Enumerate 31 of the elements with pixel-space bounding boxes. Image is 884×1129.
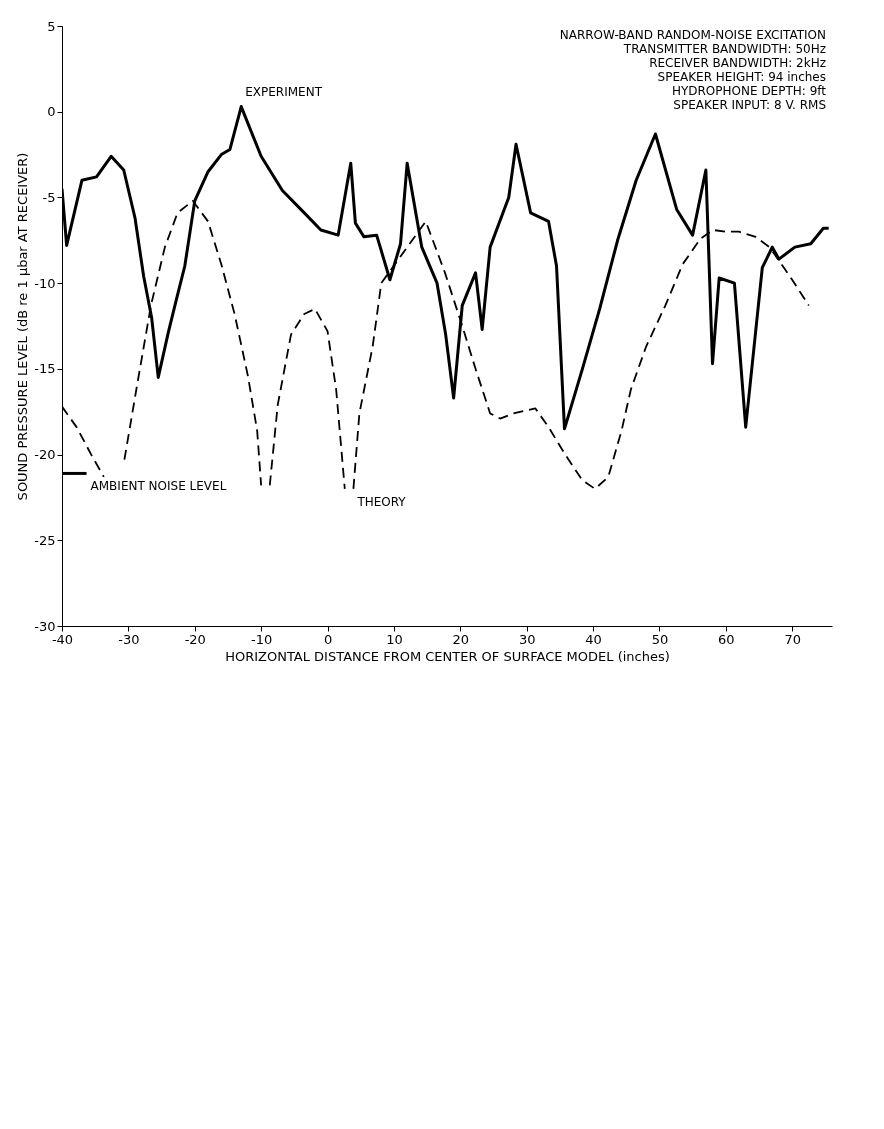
x-tick-label: 70 xyxy=(784,631,801,647)
y-tick-label: 5 xyxy=(47,18,56,34)
annotation: SPEAKER HEIGHT: 94 inches xyxy=(657,70,826,84)
annotation: RECEIVER BANDWIDTH: 2kHz xyxy=(649,56,826,70)
annotation: AMBIENT NOISE LEVEL xyxy=(90,479,227,494)
x-tick-label: 60 xyxy=(718,631,735,647)
x-tick-label: -20 xyxy=(184,631,206,647)
x-tick-label: 50 xyxy=(651,631,669,647)
y-axis-title: SOUND PRESSURE LEVEL (dB re 1 μbar AT RECEIVER) xyxy=(15,152,31,501)
annotation: NARROW-BAND RANDOM-NOISE EXCITATION xyxy=(559,28,826,42)
y-tick-label: 0 xyxy=(47,104,56,120)
y-tick-label: -10 xyxy=(34,275,56,291)
y-tick-label: -5 xyxy=(42,189,56,205)
x-tick-label: 20 xyxy=(452,631,470,647)
x-tick-label: -30 xyxy=(118,631,140,647)
y-tick-label: -30 xyxy=(34,618,56,634)
x-tick-label: 30 xyxy=(518,631,536,647)
x-tick-label: -10 xyxy=(251,631,273,647)
annotation: THEORY xyxy=(356,494,407,509)
x-tick-label: -40 xyxy=(51,631,74,647)
x-axis-title: HORIZONTAL DISTANCE FROM CENTER OF SURFACE MODEL (inches) xyxy=(225,648,670,664)
x-tick-label: 40 xyxy=(585,631,602,647)
y-tick-label: -25 xyxy=(34,532,56,548)
y-tick-label: -20 xyxy=(34,447,56,463)
annotation: SPEAKER INPUT: 8 V. RMS xyxy=(673,98,826,112)
x-tick-label: 0 xyxy=(323,631,333,647)
annotation: EXPERIMENT xyxy=(245,84,323,99)
x-tick-label: 10 xyxy=(386,631,403,647)
y-tick-label: -15 xyxy=(34,361,56,377)
annotation: HYDROPHONE DEPTH: 9ft xyxy=(671,84,827,98)
annotation: TRANSMITTER BANDWIDTH: 50Hz xyxy=(622,42,826,56)
